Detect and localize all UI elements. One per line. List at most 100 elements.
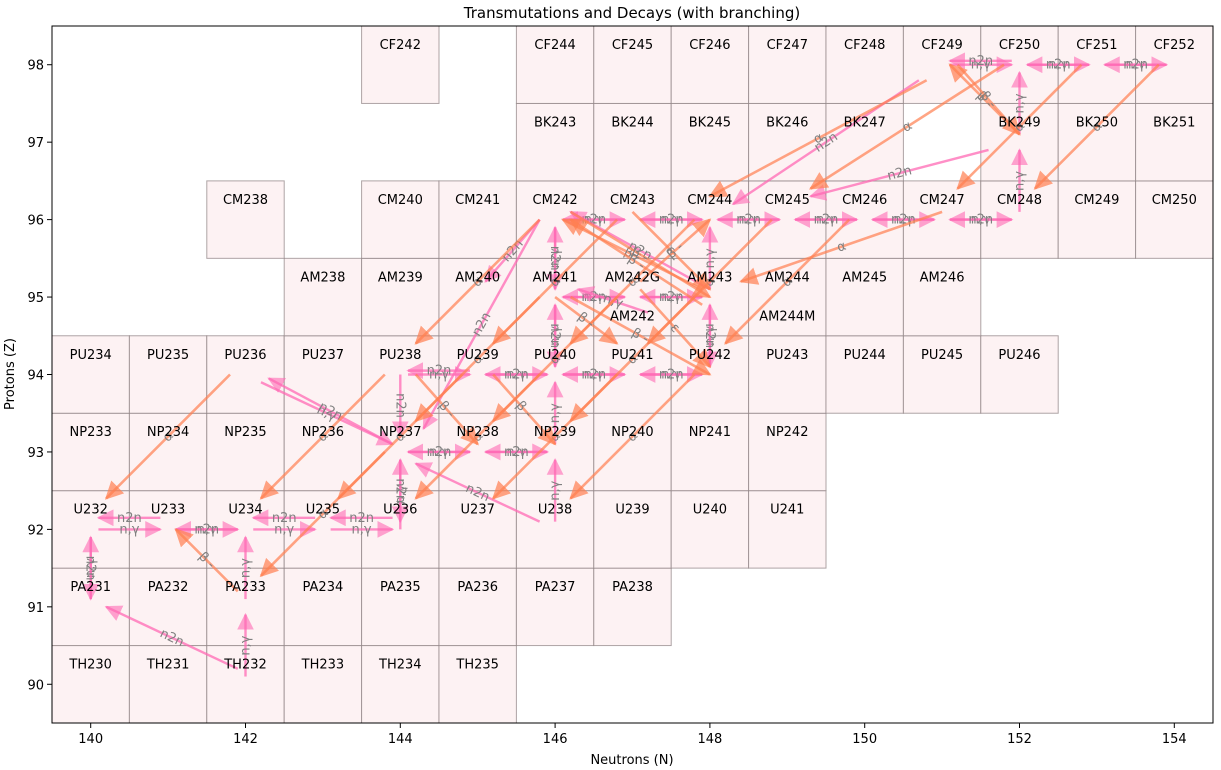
nuclide-cell — [902, 335, 982, 414]
chart-title: Transmutations and Decays (with branchin… — [463, 4, 800, 22]
nuclide-label: CM249 — [1074, 193, 1119, 208]
nuclide-label: CM241 — [455, 193, 500, 208]
nuclide-cell — [593, 102, 672, 182]
nuclide-cell — [980, 335, 1059, 414]
x-tick-label: 150 — [852, 732, 877, 747]
arrow-label: n2n — [83, 556, 98, 581]
nuclide-label: U237 — [461, 503, 495, 518]
arrow-label: n,γ — [274, 522, 294, 537]
nuclide-label: CF249 — [921, 38, 962, 53]
nuclide-label: AM244M — [759, 309, 815, 324]
decay-arrow — [956, 63, 1083, 190]
arrow-label: n2n — [1123, 58, 1148, 73]
nuclide-cell — [748, 25, 827, 104]
x-tick-label: 142 — [233, 732, 258, 747]
decay-arrow — [554, 296, 619, 345]
nuclide-label: BK251 — [1153, 115, 1195, 130]
nuclide-cell — [593, 25, 672, 104]
decay-arrow — [492, 373, 557, 446]
nuclide-cell — [1135, 180, 1214, 259]
transition-arrows: n,γn2nn,γn2nn,γn2nn,γn2nn,γn2nn,γn2nn,γn… — [82, 52, 1169, 677]
nuclide-label: U232 — [74, 503, 108, 518]
nuclide-label: TH230 — [68, 658, 112, 673]
nuclide-cell — [361, 645, 440, 724]
nuclide-label: AM246 — [920, 270, 965, 285]
decay-arrow — [174, 528, 239, 593]
nuclide-cell — [283, 257, 363, 337]
y-tick-label: 91 — [27, 601, 44, 616]
nuclide-cell — [1057, 102, 1137, 182]
nuclide-label: U241 — [770, 503, 804, 518]
decay-arrow — [956, 63, 1021, 136]
arrow-label: n,γ — [548, 403, 563, 423]
decay-arrow — [739, 210, 943, 285]
nuclide-cell — [361, 25, 440, 104]
arrow-label: n,γ — [1012, 171, 1027, 191]
arrow-label: n2n — [117, 511, 142, 526]
nuclide-label: NP237 — [379, 425, 421, 440]
x-tick-label: 152 — [1007, 732, 1032, 747]
decay-arrow — [414, 373, 479, 446]
nuclide-label: AM245 — [842, 270, 887, 285]
decay-arrow — [569, 218, 703, 306]
decay-arrow — [639, 288, 712, 369]
capture-arrow — [414, 462, 541, 523]
arrow-label: n,γ — [119, 522, 139, 537]
y-tick-label: 94 — [27, 369, 44, 384]
nuclide-cell — [438, 645, 517, 724]
nuclide-cell — [438, 180, 517, 259]
nuclide-cells — [51, 25, 1214, 724]
nuclide-label: CF250 — [999, 38, 1040, 53]
nuclide-label: CM245 — [765, 193, 810, 208]
arrow-label: n2n — [968, 213, 993, 228]
nuclide-label: U234 — [228, 503, 262, 518]
decay-arrow — [414, 218, 541, 345]
nuclide-label: PA237 — [535, 580, 576, 595]
nuclide-label: PU245 — [921, 348, 963, 363]
nuclide-label: BK245 — [689, 115, 731, 130]
nuclide-label: AM244 — [765, 270, 810, 285]
nuclide-label: NP236 — [302, 425, 344, 440]
decay-arrow — [639, 218, 712, 283]
capture-arrow — [267, 377, 394, 446]
decay-arrow — [724, 218, 851, 345]
nuclide-cell — [51, 645, 130, 724]
arrow-label: n2n — [814, 213, 839, 228]
nuclide-label: BK249 — [998, 115, 1040, 130]
nuclide-label: CM244 — [687, 193, 732, 208]
nuclide-label: PA233 — [225, 580, 266, 595]
arrow-label: n,γ — [1013, 93, 1028, 113]
nuclide-cell — [748, 490, 827, 569]
nuclide-label: PU234 — [70, 348, 112, 363]
nuclide-cell — [1057, 180, 1137, 259]
nuclide-label: AM242G — [605, 270, 660, 285]
arrow-label: n2n — [427, 445, 452, 460]
nuclide-label: CM240 — [378, 193, 423, 208]
arrow-label: n2n — [702, 323, 717, 348]
nuclide-label: CF248 — [844, 38, 885, 53]
arrow-label: n2n — [547, 323, 562, 348]
arrow-label: n2n — [659, 213, 684, 228]
nuclide-cell — [128, 645, 208, 724]
arrow-label: n,γ — [548, 480, 563, 500]
arrow-label: n,γ — [239, 558, 254, 578]
nuclide-label: AM239 — [378, 270, 423, 285]
nuclide-label: CM248 — [997, 193, 1042, 208]
nuclide-label: U240 — [693, 503, 727, 518]
arrow-label: n2n — [736, 213, 761, 228]
nuclide-label: BK244 — [611, 115, 653, 130]
nuclide-label: AM243 — [687, 270, 732, 285]
nuclide-cell — [748, 412, 827, 492]
arrow-label: n2n — [504, 445, 529, 460]
nuclide-label: PA234 — [303, 580, 344, 595]
nuclide-label: CM250 — [1152, 193, 1197, 208]
nuclide-label: PA231 — [70, 580, 111, 595]
decay-arrow — [569, 210, 712, 299]
nuclide-label: PA236 — [457, 580, 498, 595]
nuclide-cell — [51, 335, 130, 414]
nuclide-label: NP239 — [534, 425, 576, 440]
arrow-label: n2n — [349, 511, 374, 526]
nuclide-label: U238 — [538, 503, 572, 518]
nuclide-label: PU237 — [302, 348, 344, 363]
nuclide-cell — [128, 335, 208, 414]
